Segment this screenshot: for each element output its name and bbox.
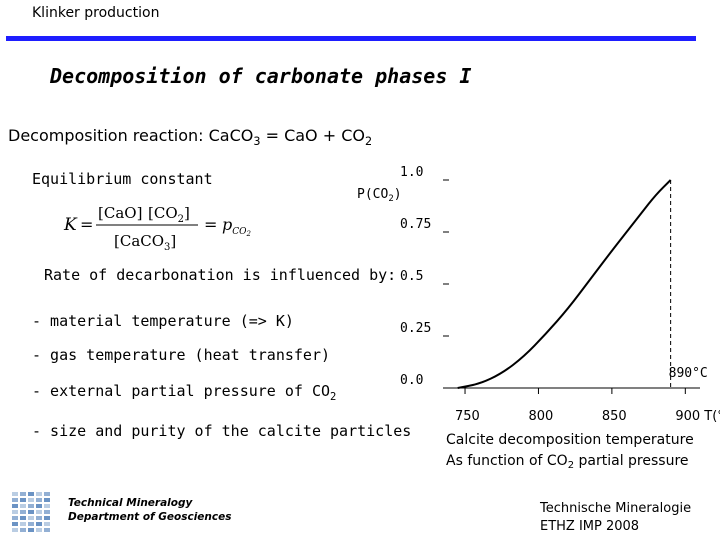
reaction-lhs: CaCO bbox=[208, 126, 254, 145]
header-divider bbox=[6, 36, 696, 41]
formula-num-b: [CO2] bbox=[148, 204, 190, 225]
y-tick-label: 0.5 bbox=[400, 269, 423, 284]
factor-particle-size: - size and purity of the calcite particl… bbox=[32, 422, 412, 440]
factor-gas-temp: - gas temperature (heat transfer) bbox=[32, 346, 331, 364]
formula-num-a: [CaO] bbox=[98, 204, 142, 222]
equilibrium-formula: K = [CaO] [CO2] [CaCO3] = pCO2 bbox=[63, 204, 252, 253]
footer-right: Technische Mineralogie ETHZ IMP 2008 bbox=[540, 500, 691, 536]
factor-partial-pressure: - external partial pressure of CO2 bbox=[32, 382, 337, 403]
x-tick-label: 750 bbox=[455, 409, 480, 424]
y-tick-label: 0.0 bbox=[400, 373, 423, 388]
x-axis-ticks: 750 800 850 900 T(°C) bbox=[455, 388, 720, 424]
footer-left-line1: Technical Mineralogy bbox=[68, 497, 193, 509]
formula-k: K bbox=[63, 215, 78, 235]
university-logo bbox=[12, 492, 50, 532]
header-title: Klinker production bbox=[32, 5, 160, 21]
y-tick-label: 1.0 bbox=[400, 165, 423, 180]
equilibrium-label: Equilibrium constant bbox=[32, 170, 213, 188]
x-tick-label: 900 T(°C) bbox=[675, 409, 720, 424]
annotation-890: 890°C bbox=[669, 366, 708, 381]
factor-material-temp: - material temperature (=> K) bbox=[32, 312, 294, 330]
x-tick-label: 850 bbox=[602, 409, 627, 424]
formula-den: [CaCO3] bbox=[114, 232, 176, 253]
rate-title: Rate of decarbonation is influenced by: bbox=[44, 266, 397, 284]
reaction-rhs-sub: 2 bbox=[364, 135, 373, 149]
footer-right-line2: ETHZ IMP 2008 bbox=[540, 519, 640, 534]
y-tick-label: 0.75 bbox=[400, 217, 431, 232]
reaction-label: Decomposition reaction: bbox=[8, 126, 204, 145]
footer-left-line2: Department of Geosciences bbox=[68, 511, 232, 523]
formula-equals-1: = bbox=[80, 215, 93, 234]
x-tick-label: 800 bbox=[528, 409, 553, 424]
slide-title: Decomposition of carbonate phases I bbox=[50, 64, 472, 88]
decomposition-reaction: Decomposition reaction: CaCO3 = CaO + CO… bbox=[8, 126, 372, 148]
reaction-eq: = CaO + CO bbox=[260, 126, 365, 145]
formula-p: pCO2 bbox=[222, 215, 252, 238]
y-tick-label: 0.25 bbox=[400, 321, 431, 336]
series-line bbox=[457, 179, 672, 389]
chart-caption-line2: As function of CO2 partial pressure bbox=[446, 453, 689, 471]
formula-equals-2: = bbox=[204, 215, 217, 234]
y-axis-ticks: 0.0 0.25 0.5 0.75 1.0 bbox=[400, 165, 449, 389]
chart-caption-line1: Calcite decomposition temperature bbox=[446, 432, 694, 448]
footer-left: Technical Mineralogy Department of Geosc… bbox=[68, 496, 232, 524]
reaction-lhs-sub: 3 bbox=[253, 135, 261, 149]
footer-right-line1: Technische Mineralogie bbox=[540, 501, 692, 516]
y-axis-label: P(CO2) bbox=[357, 187, 402, 204]
